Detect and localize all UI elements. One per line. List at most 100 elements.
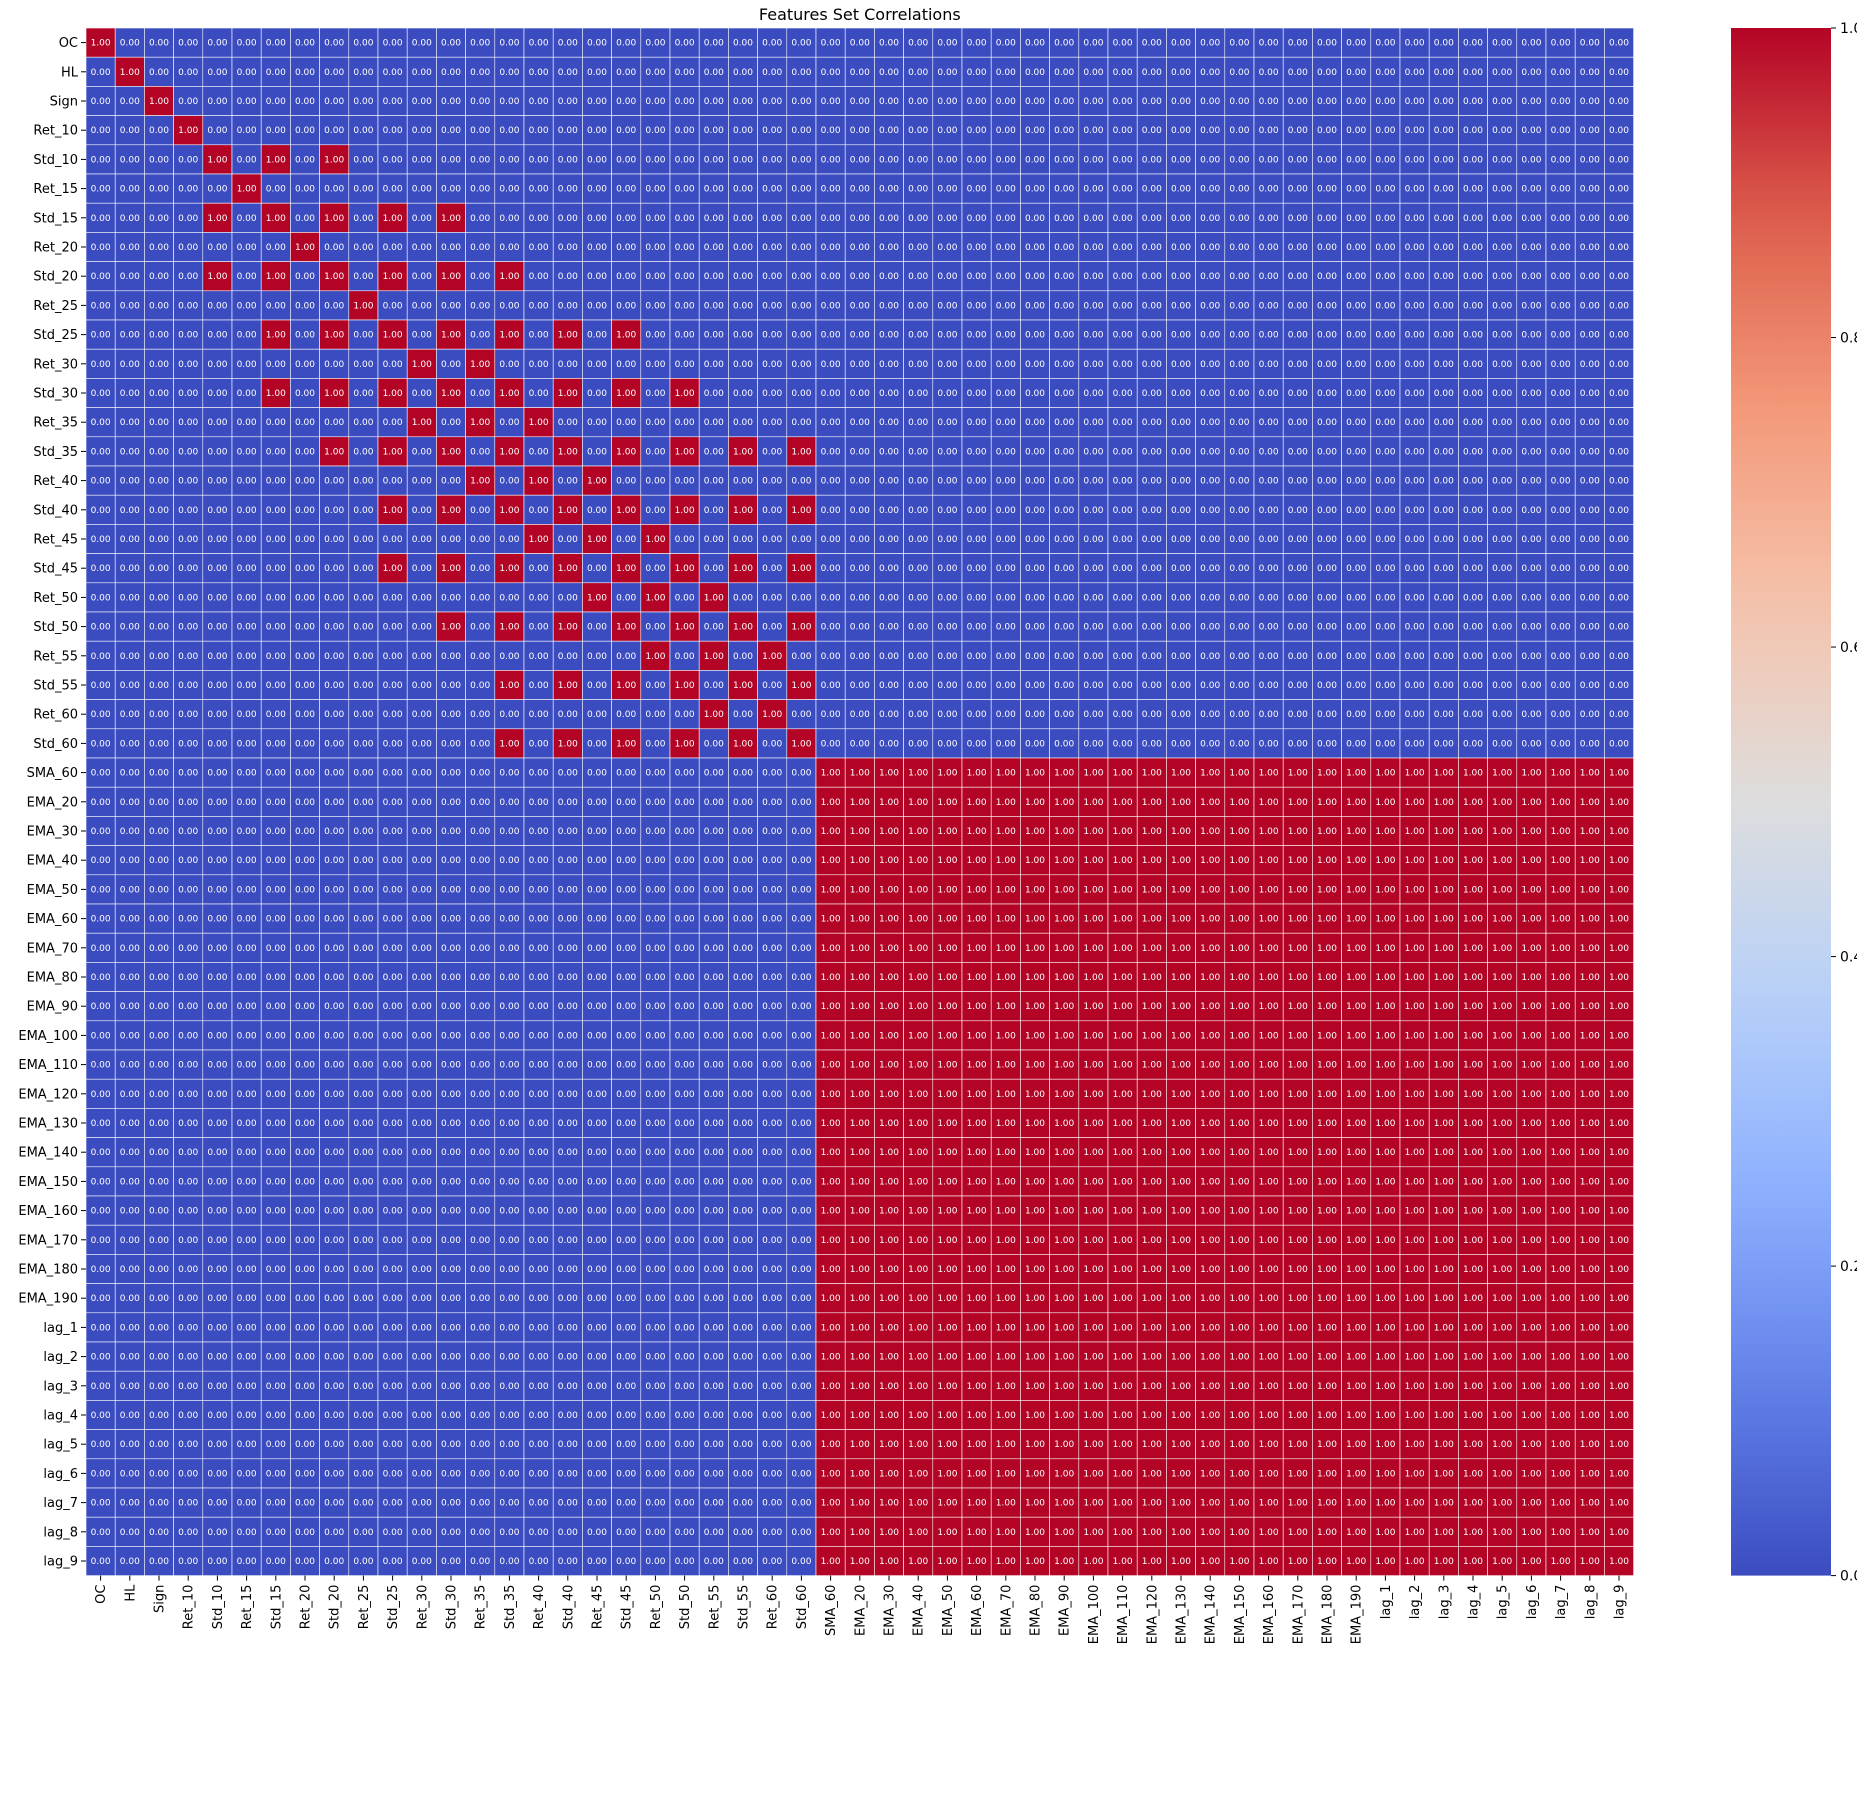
heatmap-cell: 0.00 xyxy=(523,261,554,292)
heatmap-cell: 0.00 xyxy=(465,553,496,584)
heatmap-cell-label: 1.00 xyxy=(1113,885,1133,895)
heatmap-cell-label: 0.00 xyxy=(1434,564,1454,574)
heatmap-cell: 0.00 xyxy=(231,261,262,292)
heatmap-cell: 0.00 xyxy=(757,261,788,292)
heatmap-cell: 0.00 xyxy=(640,232,671,262)
heatmap-cell-label: 0.00 xyxy=(733,331,753,341)
heatmap-cell: 0.00 xyxy=(698,27,729,58)
heatmap-cell: 1.00 xyxy=(961,786,992,817)
heatmap-cell: 0.00 xyxy=(290,757,320,788)
heatmap-cell-label: 0.00 xyxy=(266,68,286,78)
heatmap-cell: 0.00 xyxy=(114,202,145,233)
heatmap-cell: 0.00 xyxy=(1487,348,1518,379)
heatmap-cell-label: 0.00 xyxy=(616,769,636,779)
heatmap-cell: 0.00 xyxy=(844,611,875,642)
heatmap-cell: 1.00 xyxy=(874,786,904,817)
heatmap-cell-rect xyxy=(961,27,992,58)
heatmap-cell: 0.00 xyxy=(465,494,496,525)
heatmap-cell: 0.00 xyxy=(1049,290,1080,321)
heatmap-cell: 0.00 xyxy=(990,202,1021,233)
heatmap-cell: 1.00 xyxy=(1312,903,1342,934)
heatmap-cell-label: 0.00 xyxy=(1375,68,1395,78)
heatmap-cell: 0.00 xyxy=(1341,290,1372,321)
heatmap-cell: 0.00 xyxy=(757,348,788,379)
heatmap-cell-label: 0.00 xyxy=(1113,360,1133,370)
heatmap-cell-label: 0.00 xyxy=(499,593,519,603)
heatmap-cell-label: 0.00 xyxy=(1171,301,1191,311)
heatmap-cell: 0.00 xyxy=(698,757,729,788)
heatmap-cell: 0.00 xyxy=(903,640,934,671)
heatmap-cell-label: 0.00 xyxy=(850,97,870,107)
heatmap-cell-label: 0.00 xyxy=(1259,331,1279,341)
heatmap-cell: 0.00 xyxy=(786,874,817,905)
heatmap-cell: 1.00 xyxy=(1399,786,1430,817)
heatmap-cell-label: 0.00 xyxy=(120,681,140,691)
heatmap-cell: 0.00 xyxy=(1078,232,1109,262)
heatmap-cell: 0.00 xyxy=(202,232,233,262)
heatmap-cell: 0.00 xyxy=(1399,348,1430,379)
heatmap-cell-label: 0.00 xyxy=(616,593,636,603)
heatmap-cell-label: 0.00 xyxy=(1083,185,1103,195)
heatmap-cell-label: 0.00 xyxy=(1054,185,1074,195)
heatmap-cell-label: 0.00 xyxy=(529,652,549,662)
heatmap-cell-label: 0.00 xyxy=(1288,39,1308,49)
heatmap-cell: 0.00 xyxy=(1049,348,1080,379)
heatmap-cell: 0.00 xyxy=(348,524,379,554)
heatmap-cell: 0.00 xyxy=(465,670,496,700)
heatmap-cell: 0.00 xyxy=(1078,27,1109,58)
heatmap-cell-label: 0.00 xyxy=(879,593,899,603)
heatmap-cell: 0.00 xyxy=(1253,348,1284,379)
heatmap-cell-label: 1.00 xyxy=(762,652,782,662)
heatmap-cell-rect xyxy=(1107,27,1138,58)
heatmap-cell: 0.00 xyxy=(1107,494,1138,525)
heatmap-cell: 0.00 xyxy=(844,436,875,467)
heatmap-cell-rect xyxy=(698,56,729,87)
heatmap-cell-label: 0.00 xyxy=(441,739,461,749)
heatmap-cell-label: 0.00 xyxy=(1580,360,1600,370)
heatmap-cell: 0.00 xyxy=(290,728,320,759)
heatmap-cell: 1.00 xyxy=(1341,816,1372,846)
heatmap-cell: 1.00 xyxy=(1604,757,1634,788)
heatmap-cell: 0.00 xyxy=(1049,378,1080,408)
heatmap-cell-label: 0.00 xyxy=(149,885,169,895)
heatmap-cell: 1.00 xyxy=(728,611,758,642)
heatmap-cell-label: 1.00 xyxy=(791,681,811,691)
heatmap-cell: 0.00 xyxy=(1224,494,1255,525)
heatmap-cell: 1.00 xyxy=(874,874,904,905)
heatmap-cell-label: 0.00 xyxy=(1200,126,1220,136)
heatmap-cell: 0.00 xyxy=(1458,144,1488,175)
heatmap-cell-rect xyxy=(1282,86,1313,116)
heatmap-cell: 0.00 xyxy=(465,816,496,846)
heatmap-cell-label: 0.00 xyxy=(996,564,1016,574)
heatmap-cell: 0.00 xyxy=(815,232,846,262)
heatmap-cell-label: 1.00 xyxy=(1375,856,1395,866)
heatmap-cell-label: 0.00 xyxy=(704,214,724,224)
heatmap-cell: 0.00 xyxy=(494,845,525,876)
heatmap-cell-label: 0.00 xyxy=(1609,447,1629,457)
heatmap-cell: 0.00 xyxy=(1370,290,1401,321)
heatmap-cell: 0.00 xyxy=(990,465,1021,496)
heatmap-cell-label: 0.00 xyxy=(1171,506,1191,516)
heatmap-cell: 0.00 xyxy=(1195,27,1226,58)
heatmap-cell-label: 0.00 xyxy=(1113,126,1133,136)
heatmap-cell-label: 0.00 xyxy=(91,535,111,545)
heatmap-cell-label: 0.00 xyxy=(1346,97,1366,107)
heatmap-cell-label: 0.00 xyxy=(353,68,373,78)
heatmap-cell-label: 0.00 xyxy=(1142,593,1162,603)
heatmap-cell-label: 0.00 xyxy=(529,623,549,633)
heatmap-cell: 0.00 xyxy=(494,290,525,321)
heatmap-cell-label: 0.00 xyxy=(1054,301,1074,311)
heatmap-cell-label: 0.00 xyxy=(499,856,519,866)
heatmap-cell-rect xyxy=(669,27,700,58)
heatmap-cell: 0.00 xyxy=(640,144,671,175)
heatmap-cell-label: 0.00 xyxy=(178,623,198,633)
heatmap-cell: 1.00 xyxy=(1078,903,1109,934)
heatmap-cell: 1.00 xyxy=(698,582,729,613)
heatmap-cell-label: 0.00 xyxy=(1259,564,1279,574)
heatmap-cell: 0.00 xyxy=(728,378,758,408)
heatmap-cell: 1.00 xyxy=(1078,786,1109,817)
heatmap-cell-label: 0.00 xyxy=(967,652,987,662)
heatmap-cell-label: 0.00 xyxy=(1551,360,1571,370)
heatmap-cell: 0.00 xyxy=(1078,86,1109,116)
heatmap-cell-label: 0.00 xyxy=(237,681,257,691)
